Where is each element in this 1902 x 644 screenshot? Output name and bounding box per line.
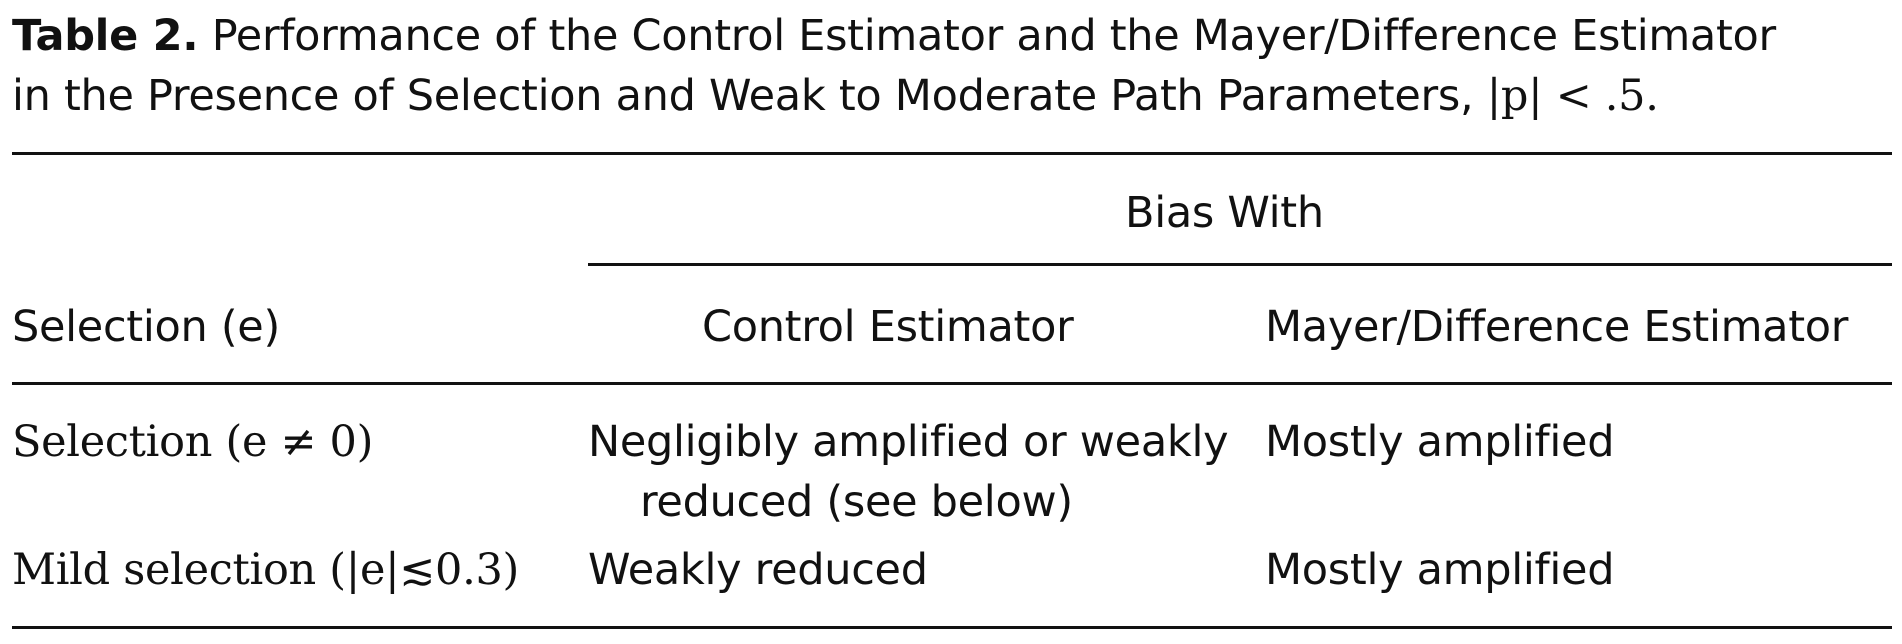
- caption-line-1: Table 2. Performance of the Control Esti…: [12, 6, 1892, 66]
- column-header-control-estimator: Control Estimator: [702, 302, 1074, 352]
- column-header-mayer-difference-estimator: Mayer/Difference Estimator: [1265, 302, 1849, 352]
- row-1-control-estimator: Negligibly amplified or weakly reduced (…: [588, 412, 1229, 532]
- row-1-control-line-2: reduced (see below): [640, 477, 1073, 527]
- caption-line-2: in the Presence of Selection and Weak to…: [12, 66, 1892, 126]
- row-2-control-estimator: Weakly reduced: [588, 545, 928, 595]
- header-bottom-rule: [12, 382, 1892, 385]
- row-1-selection: Selection (e ≠ 0): [12, 417, 374, 467]
- row-2-selection: Mild selection (|e|≲0.3): [12, 545, 519, 595]
- table-top-rule: [12, 152, 1892, 155]
- row-2-mayer-estimator: Mostly amplified: [1265, 545, 1615, 595]
- caption-title-part-2: in the Presence of Selection and Weak to…: [12, 71, 1474, 121]
- caption-math-condition: |p| < .5.: [1486, 71, 1659, 121]
- table-caption: Table 2. Performance of the Control Esti…: [12, 6, 1892, 126]
- group-header-bias-with: Bias With: [1125, 188, 1324, 238]
- group-header-rule: [588, 263, 1892, 266]
- row-1-mayer-estimator: Mostly amplified: [1265, 417, 1615, 467]
- column-header-selection: Selection (e): [12, 302, 280, 352]
- caption-title-part-1: Performance of the Control Estimator and…: [211, 11, 1777, 61]
- row-1-control-line-1: Negligibly amplified or weakly: [588, 417, 1229, 467]
- table-bottom-rule: [12, 626, 1892, 629]
- caption-label: Table 2.: [12, 11, 199, 61]
